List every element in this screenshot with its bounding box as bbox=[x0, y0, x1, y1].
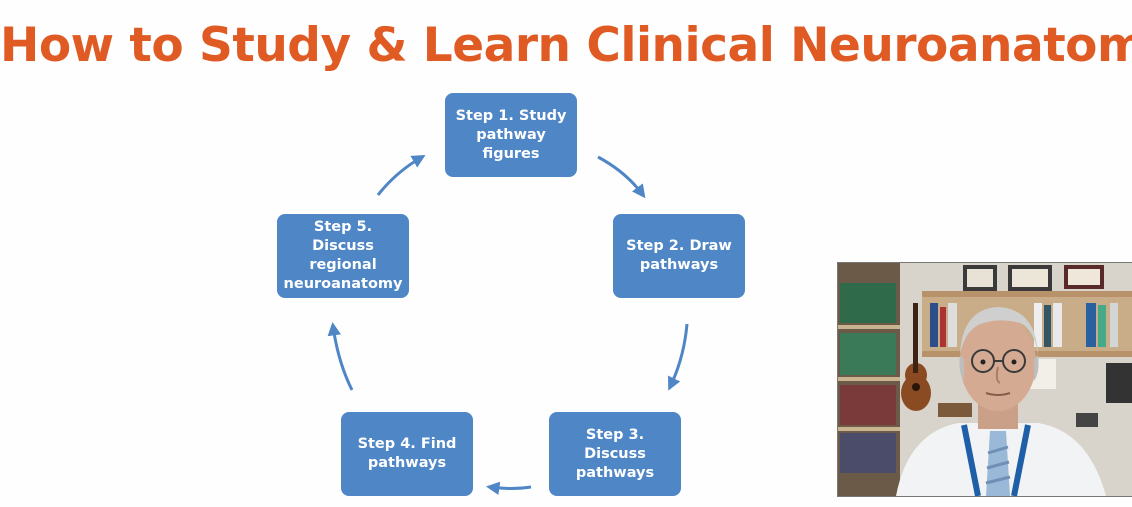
presenter-video bbox=[838, 263, 1132, 496]
step-2-label: Step 2. Draw pathways bbox=[626, 238, 732, 273]
step-3-label: Step 3. Discuss pathways bbox=[575, 426, 655, 481]
step-1-box: Step 1. Study pathway figures bbox=[445, 93, 577, 177]
step-3-box: Step 3. Discuss pathways bbox=[549, 412, 681, 496]
arrow-step3-to-step4 bbox=[485, 481, 532, 495]
step-4-label: Step 4. Find pathways bbox=[357, 436, 457, 471]
step-5-label: Step 5. Discuss regional neuroanatomy bbox=[283, 219, 403, 292]
step-2-box: Step 2. Draw pathways bbox=[613, 214, 745, 298]
arrow-step5-to-step1 bbox=[376, 154, 426, 196]
arrow-step2-to-step3 bbox=[668, 323, 689, 391]
step-4-box: Step 4. Find pathways bbox=[341, 412, 473, 496]
step-1-label: Step 1. Study pathway figures bbox=[455, 107, 567, 162]
presenter-webcam-image bbox=[838, 263, 1132, 496]
slide-title: How to Study & Learn Clinical Neuroanato… bbox=[0, 18, 1132, 73]
arrow-step4-to-step5 bbox=[327, 321, 354, 391]
arrow-step1-to-step2 bbox=[597, 155, 646, 199]
step-5-box: Step 5. Discuss regional neuroanatomy bbox=[277, 214, 409, 298]
